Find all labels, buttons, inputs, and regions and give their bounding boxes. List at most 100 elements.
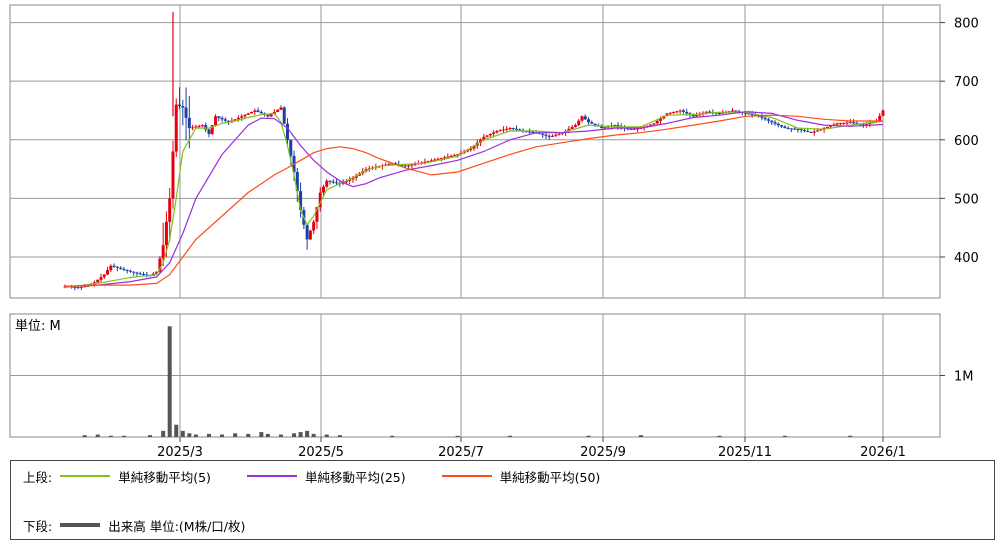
- candle-body: [868, 123, 872, 125]
- candle-body: [583, 116, 587, 120]
- candle-body: [155, 271, 159, 274]
- candle-body: [178, 104, 182, 107]
- legend-upper-label: 上段:: [23, 469, 53, 485]
- candle-body: [354, 175, 358, 178]
- candle-body: [780, 125, 784, 127]
- volume-bar: [121, 435, 126, 437]
- candle-body: [659, 118, 663, 121]
- candle-body: [528, 131, 532, 133]
- candle-body: [423, 161, 427, 163]
- candle-body: [305, 224, 309, 240]
- candle-body: [187, 117, 191, 129]
- candle-body: [279, 107, 283, 110]
- candle-body: [825, 126, 829, 129]
- legend-volume: 出来高 単位:(M株/口/枚): [52, 516, 245, 535]
- volume-bar: [324, 434, 329, 437]
- candle-body: [606, 126, 610, 128]
- candle-body: [495, 130, 499, 133]
- ma50-label: 単純移動平均(50): [499, 469, 601, 485]
- candle-body: [547, 135, 551, 137]
- candle-body: [472, 145, 476, 149]
- candle-body: [325, 180, 329, 187]
- ma5-label: 単純移動平均(5): [118, 469, 211, 485]
- candle-body: [161, 245, 165, 259]
- candle-body: [210, 125, 214, 134]
- candle-body: [122, 268, 126, 270]
- candle-body: [616, 125, 620, 127]
- candle-body: [282, 107, 286, 124]
- volume-bar: [161, 430, 166, 437]
- volume-bar: [259, 432, 264, 437]
- candle-body: [217, 116, 221, 118]
- candle-body: [214, 116, 218, 126]
- volume-bar: [782, 435, 787, 437]
- candle-body: [613, 125, 617, 127]
- candle-body: [184, 107, 188, 118]
- volume-y-tick-label: 1M: [954, 370, 974, 385]
- candle-body: [86, 285, 90, 287]
- candle-body: [174, 104, 178, 152]
- candle-body: [492, 132, 496, 134]
- candle-body: [79, 286, 83, 288]
- legend-lower-row: 下段: 出来高 単位:(M株/口/枚): [23, 516, 273, 534]
- candle-body: [645, 125, 649, 127]
- candle-body: [76, 287, 80, 289]
- ma-line: [64, 114, 883, 287]
- candle-body: [223, 119, 227, 121]
- candle-body: [351, 177, 355, 180]
- candle-body: [115, 266, 119, 268]
- volume-bar: [246, 433, 251, 437]
- candle-body: [600, 126, 604, 129]
- candle-body: [400, 164, 404, 166]
- candle-body: [681, 110, 685, 112]
- candle-body: [331, 181, 335, 183]
- candle-body: [626, 128, 630, 130]
- x-tick-label: 2025/3: [157, 445, 203, 460]
- candle-body: [515, 128, 519, 130]
- candle-body: [181, 106, 185, 108]
- volume-bar: [233, 433, 238, 437]
- candle-body: [171, 151, 175, 199]
- candle-body: [158, 258, 162, 272]
- candle-body: [125, 269, 129, 271]
- ma5-swatch: [60, 475, 111, 477]
- candle-body: [747, 113, 751, 115]
- candle-body: [426, 161, 430, 163]
- candle-body: [554, 134, 558, 136]
- volume-bar: [193, 434, 198, 437]
- candle-body: [299, 191, 303, 211]
- candle-body: [485, 135, 489, 137]
- candle-body: [802, 130, 806, 132]
- candle-body: [289, 139, 293, 156]
- candle-body: [766, 119, 770, 121]
- candle-body: [403, 165, 407, 167]
- ma-line: [64, 111, 884, 287]
- legend-lower-label: 下段:: [23, 518, 53, 534]
- candle-body: [407, 165, 411, 167]
- candle-body: [73, 286, 77, 288]
- volume-bar: [298, 432, 303, 437]
- candle-body: [266, 114, 270, 117]
- candle-body: [750, 114, 754, 116]
- candle-body: [321, 186, 325, 193]
- candle-body: [498, 130, 502, 132]
- volume-bar: [206, 433, 211, 437]
- candle-body: [842, 122, 846, 124]
- candle-body: [344, 180, 348, 183]
- x-tick-label: 2025/9: [580, 445, 626, 460]
- ma25-label: 単純移動平均(25): [304, 469, 406, 485]
- candle-body: [717, 112, 721, 114]
- candle-body: [783, 126, 787, 129]
- candle-body: [603, 127, 607, 129]
- ma50-swatch: [441, 475, 492, 477]
- candle-body: [730, 110, 734, 112]
- candle-body: [240, 116, 244, 118]
- candle-body: [83, 286, 87, 288]
- candle-body: [128, 270, 132, 272]
- candle-body: [410, 164, 414, 166]
- volume-bar: [390, 435, 395, 437]
- candle-body: [135, 272, 139, 274]
- candle-body: [112, 265, 116, 267]
- candle-body: [809, 131, 813, 133]
- candle-body: [649, 124, 653, 126]
